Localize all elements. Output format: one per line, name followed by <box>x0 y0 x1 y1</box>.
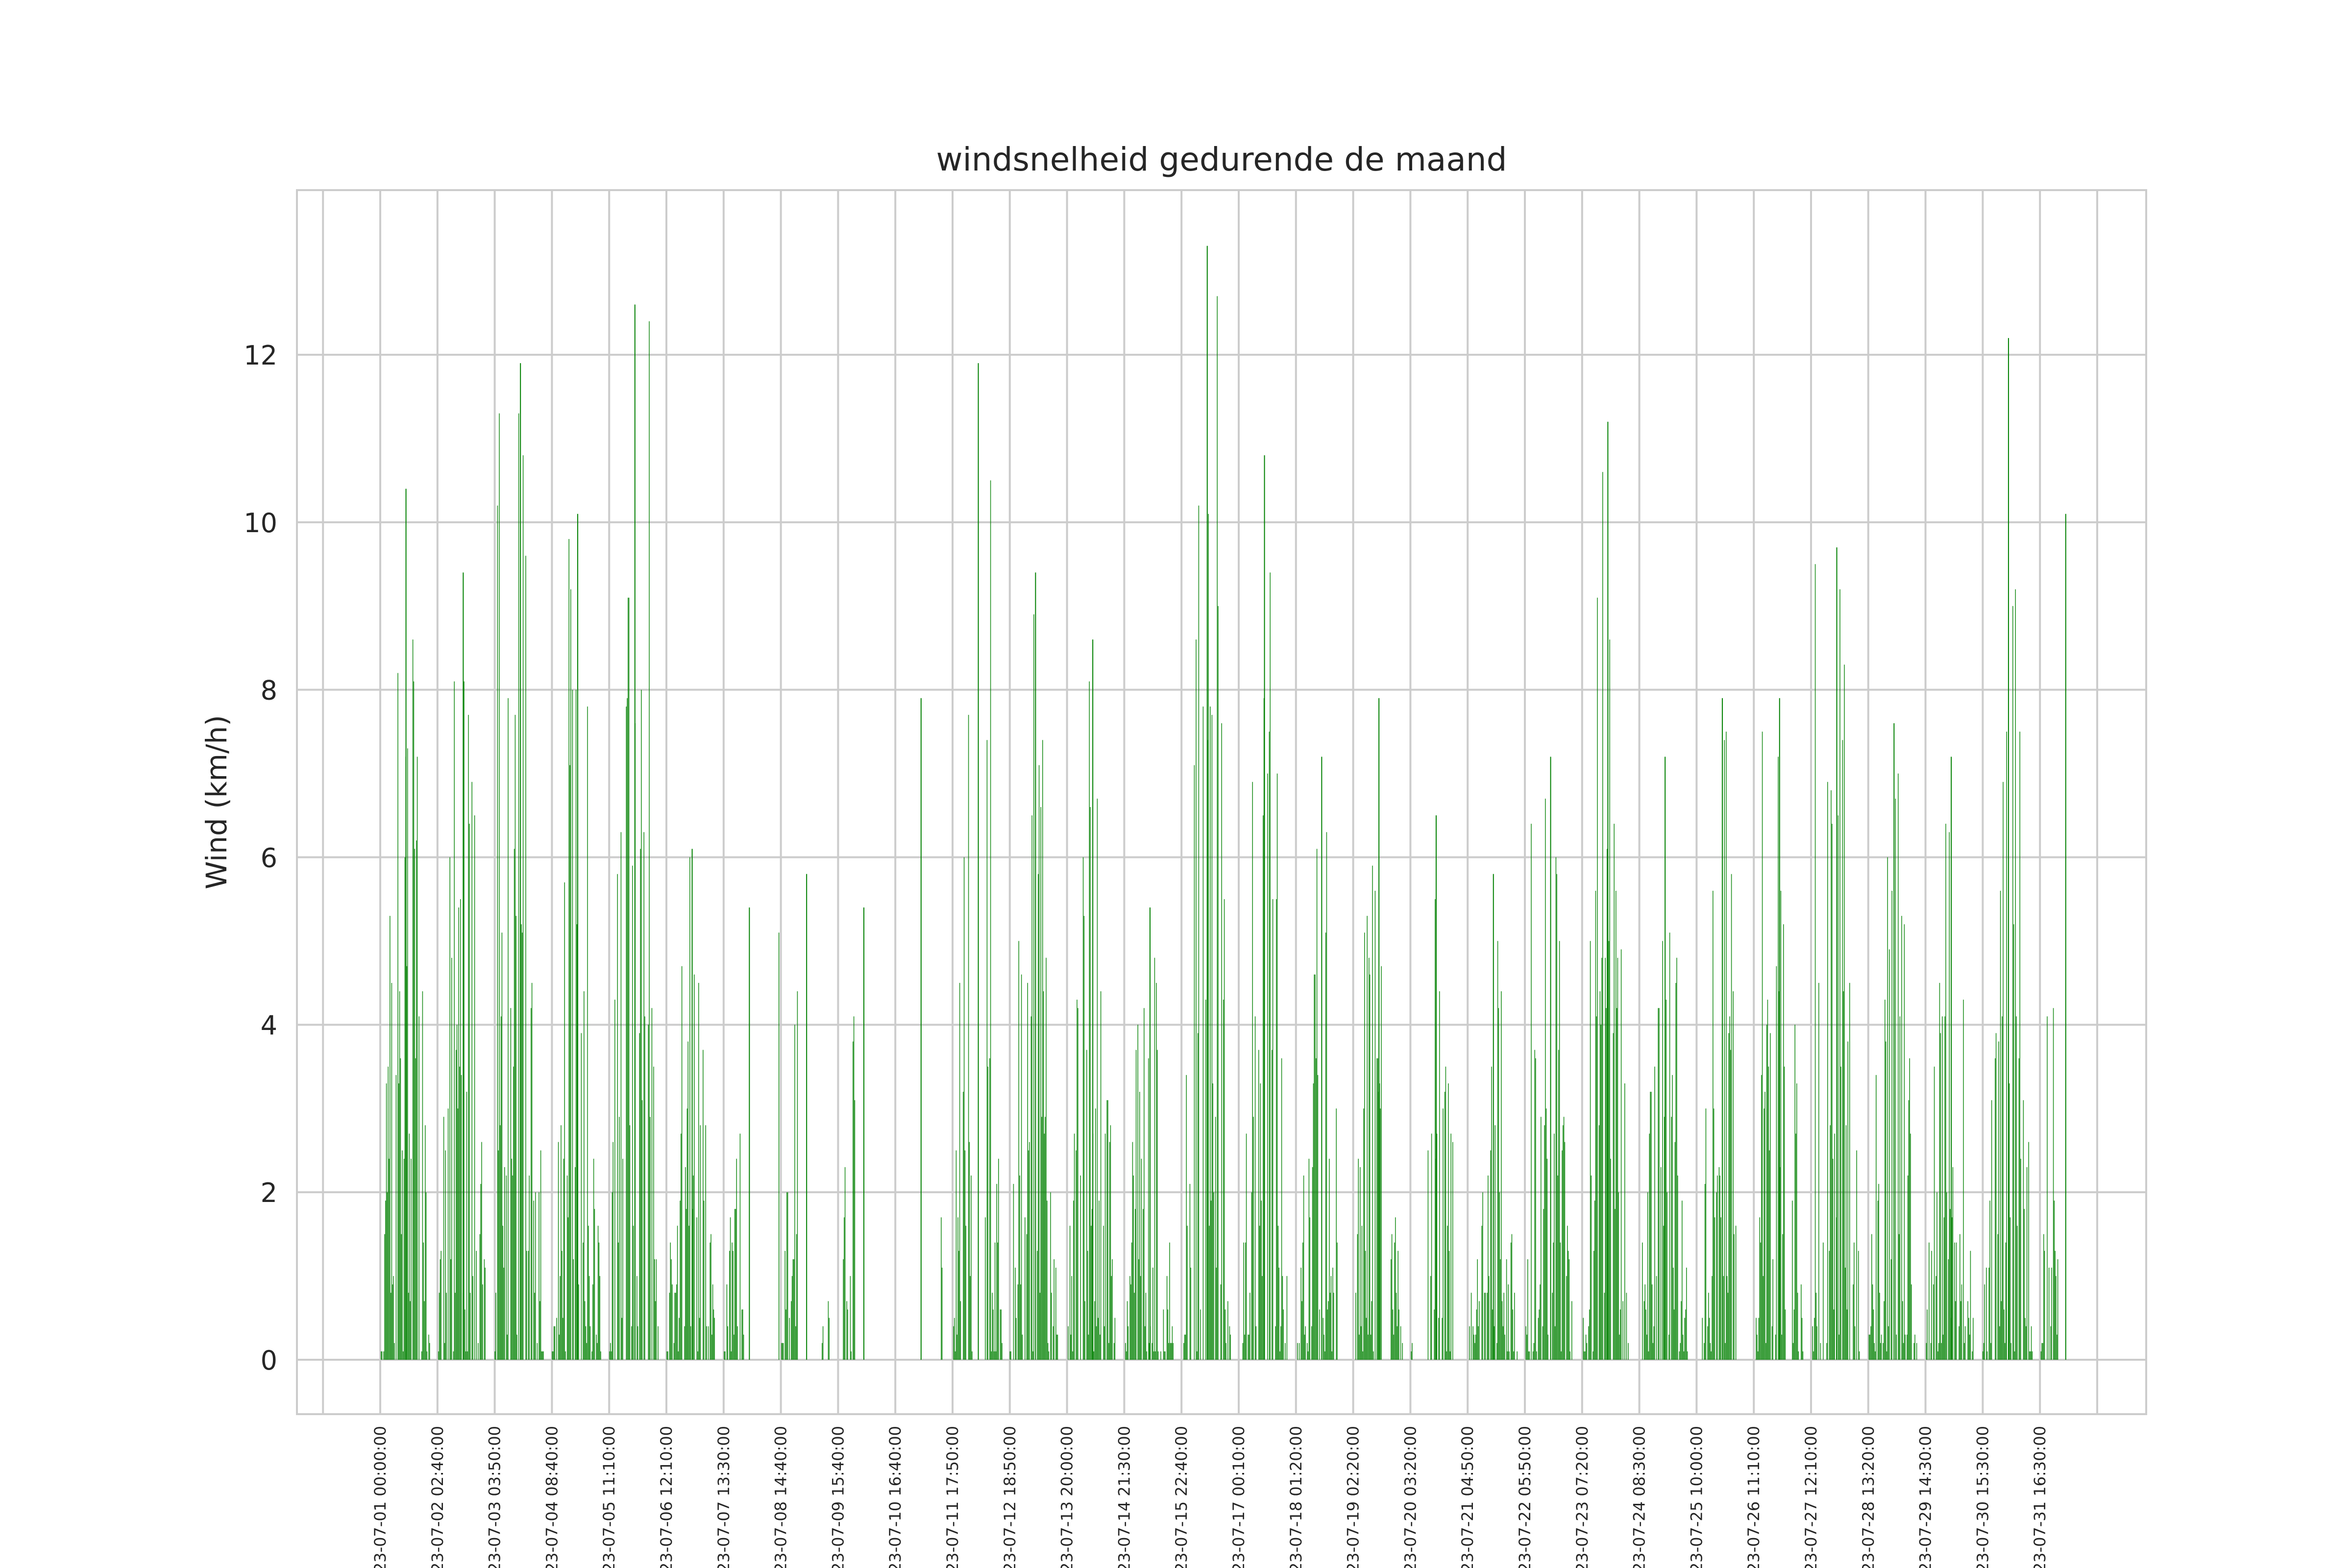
x-tick-label: 23-07-07 13:30:00 <box>714 1426 733 1568</box>
y-tick-label: 12 <box>244 340 277 371</box>
x-tick-label: 23-07-06 12:10:00 <box>657 1426 676 1568</box>
x-tick-label: 23-07-02 02:40:00 <box>428 1426 447 1568</box>
y-tick-label: 0 <box>261 1345 277 1376</box>
x-tick-label: 23-07-14 21:30:00 <box>1115 1426 1133 1568</box>
x-tick-label: 23-07-12 18:50:00 <box>1001 1426 1019 1568</box>
gridlines <box>297 190 2146 1414</box>
x-tick-label: 23-07-03 03:50:00 <box>486 1426 504 1568</box>
x-tick-label: 23-07-30 15:30:00 <box>1973 1426 1992 1568</box>
x-tick-label: 23-07-20 03:20:00 <box>1401 1426 1420 1568</box>
y-tick-label: 4 <box>261 1010 277 1041</box>
x-tick-label: 23-07-17 00:10:00 <box>1229 1426 1248 1568</box>
x-tick-label: 23-07-01 00:00:00 <box>371 1426 390 1568</box>
y-tick-label: 2 <box>261 1177 277 1208</box>
x-tick-label: 23-07-24 08:30:00 <box>1630 1426 1649 1568</box>
x-tick-label: 23-07-29 14:30:00 <box>1916 1426 1935 1568</box>
x-tick-label: 23-07-15 22:40:00 <box>1172 1426 1191 1568</box>
x-tick-label: 23-07-31 16:30:00 <box>2031 1426 2049 1568</box>
x-tick-label: 23-07-05 11:10:00 <box>600 1426 618 1568</box>
y-axis-label: Wind (km/h) <box>200 715 233 889</box>
x-axis-ticks: 23-07-01 00:00:00 23-07-02 02:40:00 23-07-… <box>371 1426 2049 1568</box>
y-axis-ticks: 0 2 4 6 8 10 12 <box>244 340 277 1376</box>
plot-area-frame <box>296 189 2147 1415</box>
x-tick-label: 23-07-04 08:40:00 <box>542 1426 561 1568</box>
x-tick-label: 23-07-19 02:20:00 <box>1344 1426 1363 1568</box>
x-tick-label: 23-07-22 05:50:00 <box>1516 1426 1534 1568</box>
x-tick-label: 23-07-11 17:50:00 <box>943 1426 962 1568</box>
chart-title: windsnelheid gedurende de maand <box>936 141 1507 178</box>
x-tick-label: 23-07-28 13:20:00 <box>1859 1426 1878 1568</box>
x-tick-label: 23-07-13 20:00:00 <box>1058 1426 1077 1568</box>
y-tick-label: 10 <box>244 508 277 539</box>
y-tick-label: 8 <box>261 675 277 706</box>
x-tick-label: 23-07-09 15:40:00 <box>829 1426 847 1568</box>
data-series-wind <box>380 245 2066 1360</box>
x-tick-label: 23-07-27 12:10:00 <box>1802 1426 1820 1568</box>
x-tick-label: 23-07-23 07:20:00 <box>1573 1426 1592 1568</box>
x-tick-label: 23-07-10 16:40:00 <box>886 1426 905 1568</box>
y-tick-label: 6 <box>261 843 277 874</box>
x-tick-label: 23-07-21 04:50:00 <box>1458 1426 1477 1568</box>
x-tick-label: 23-07-25 10:00:00 <box>1687 1426 1706 1568</box>
x-tick-label: 23-07-26 11:10:00 <box>1744 1426 1763 1568</box>
x-tick-label: 23-07-18 01:20:00 <box>1287 1426 1305 1568</box>
x-tick-label: 23-07-08 14:40:00 <box>772 1426 790 1568</box>
